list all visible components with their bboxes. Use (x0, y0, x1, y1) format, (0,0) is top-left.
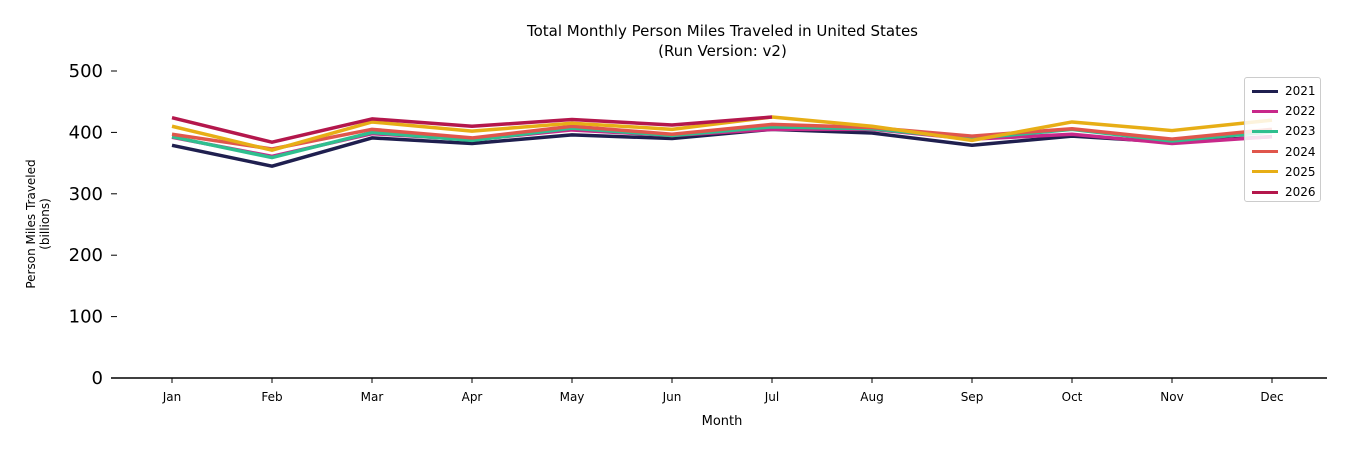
legend-swatch (1252, 89, 1278, 93)
x-tick-label: Mar (361, 390, 384, 404)
y-tick-label: 200 (69, 245, 103, 266)
legend-item-2026: 2026 (1252, 182, 1320, 202)
x-axis-label: Month (702, 414, 743, 429)
legend: 2021 2022 2023 2024 2025 2026 (1244, 77, 1321, 202)
series-line-2026 (171, 115, 773, 144)
legend-item-2025: 2025 (1252, 162, 1320, 182)
series-lines (171, 115, 1273, 168)
chart-subtitle: (Run Version: v2) (658, 42, 787, 60)
y-tick-label: 100 (69, 307, 103, 328)
legend-swatch (1252, 129, 1278, 133)
x-tick-label: Aug (860, 390, 883, 404)
x-tick-label: Jun (662, 390, 682, 404)
x-tick-label: Jan (162, 390, 182, 404)
y-tick-label: 0 (92, 368, 103, 389)
legend-item-2024: 2024 (1252, 142, 1320, 162)
legend-item-2021: 2021 (1252, 81, 1320, 101)
legend-swatch (1252, 190, 1278, 194)
legend-label: 2023 (1285, 124, 1316, 139)
x-tick-label: Apr (462, 390, 483, 404)
legend-label: 2026 (1285, 185, 1316, 200)
y-axis-label: Person Miles Traveled(billions) (24, 159, 52, 288)
x-tick-label: May (560, 390, 585, 404)
y-tick-label: 400 (69, 122, 103, 143)
x-axis: Jan Feb Mar Apr May Jun Jul Aug Sep Oct Nov Dec (111, 377, 1327, 404)
legend-label: 2021 (1285, 84, 1316, 99)
legend-label: 2025 (1285, 164, 1316, 179)
x-tick-label: Sep (961, 390, 984, 404)
legend-swatch (1252, 109, 1278, 113)
series-line-2025 (171, 115, 1273, 152)
series-line-2024 (171, 122, 1273, 151)
x-tick-label: Feb (261, 390, 282, 404)
legend-label: 2022 (1285, 104, 1316, 119)
legend-label: 2024 (1285, 144, 1316, 159)
y-tick-label: 300 (69, 184, 103, 205)
x-tick-label: Nov (1160, 390, 1183, 404)
legend-swatch (1252, 170, 1278, 174)
x-tick-label: Jul (764, 390, 779, 404)
legend-item-2022: 2022 (1252, 101, 1320, 121)
legend-item-2023: 2023 (1252, 121, 1320, 141)
legend-swatch (1252, 150, 1278, 154)
chart-title: Total Monthly Person Miles Traveled in U… (526, 22, 918, 40)
x-tick-label: Dec (1260, 390, 1283, 404)
y-axis: 0 100 200 300 400 500 (69, 61, 117, 389)
y-tick-label: 500 (69, 61, 103, 82)
x-tick-label: Oct (1062, 390, 1083, 404)
